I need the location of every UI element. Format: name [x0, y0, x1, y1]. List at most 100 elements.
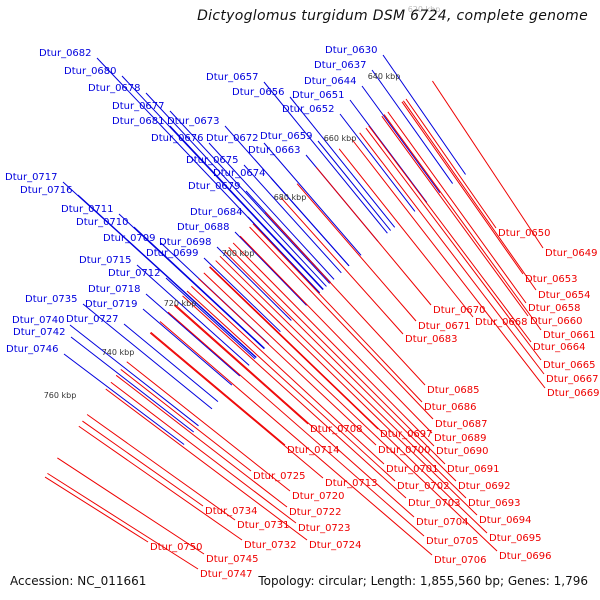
gene-label-reverse[interactable]: Dtur_0703: [408, 498, 461, 509]
gene-label-forward[interactable]: Dtur_0735: [25, 294, 78, 305]
gene-label-reverse[interactable]: Dtur_0664: [533, 342, 586, 353]
gene-label-reverse[interactable]: Dtur_0731: [237, 520, 290, 531]
gene-label-reverse[interactable]: Dtur_0724: [309, 540, 362, 551]
gene-label-reverse[interactable]: Dtur_0713: [325, 478, 378, 489]
gene-label-forward[interactable]: Dtur_0659: [260, 131, 313, 142]
gene-label-reverse[interactable]: Dtur_0750: [150, 542, 203, 553]
gene-label-reverse[interactable]: Dtur_0700: [378, 445, 431, 456]
gene-label-forward[interactable]: Dtur_0680: [64, 66, 117, 77]
gene-label-reverse[interactable]: Dtur_0671: [418, 321, 471, 332]
leader-line: [203, 272, 498, 552]
leader-line: [44, 476, 149, 543]
gene-label-reverse[interactable]: Dtur_0720: [292, 491, 345, 502]
leader-line: [383, 114, 542, 331]
gene-label-reverse[interactable]: Dtur_0705: [426, 536, 479, 547]
gene-label-forward[interactable]: Dtur_0663: [248, 145, 301, 156]
gene-label-forward[interactable]: Dtur_0699: [146, 248, 199, 259]
gene-label-forward[interactable]: Dtur_0656: [232, 87, 285, 98]
gene-label-forward[interactable]: Dtur_0712: [108, 268, 161, 279]
gene-label-forward[interactable]: Dtur_0742: [13, 327, 66, 338]
gene-label-reverse[interactable]: Dtur_0660: [530, 316, 583, 327]
gene-label-reverse[interactable]: Dtur_0732: [244, 540, 297, 551]
gene-label-reverse[interactable]: Dtur_0661: [543, 330, 596, 341]
leader-line: [232, 242, 435, 447]
gene-label-reverse[interactable]: Dtur_0693: [468, 498, 521, 509]
gene-label-reverse[interactable]: Dtur_0697: [380, 429, 433, 440]
gene-label-reverse[interactable]: Dtur_0704: [416, 517, 469, 528]
gene-label-reverse[interactable]: Dtur_0692: [458, 481, 511, 492]
gene-label-reverse[interactable]: Dtur_0690: [436, 446, 489, 457]
gene-label-forward[interactable]: Dtur_0709: [103, 233, 156, 244]
gene-label-forward[interactable]: Dtur_0637: [314, 60, 367, 71]
gene-label-forward[interactable]: Dtur_0677: [112, 101, 165, 112]
gene-label-reverse[interactable]: Dtur_0725: [253, 471, 306, 482]
gene-label-reverse[interactable]: Dtur_0708: [310, 424, 363, 435]
gene-label-forward[interactable]: Dtur_0718: [88, 284, 141, 295]
gene-label-forward[interactable]: Dtur_0715: [79, 255, 132, 266]
leader-line: [121, 75, 324, 291]
gene-label-forward[interactable]: Dtur_0652: [282, 104, 335, 115]
gene-label-forward[interactable]: Dtur_0657: [206, 72, 259, 83]
gene-label-forward[interactable]: Dtur_0630: [325, 45, 378, 56]
gene-label-forward[interactable]: Dtur_0644: [304, 76, 357, 87]
gene-label-forward[interactable]: Dtur_0688: [177, 222, 230, 233]
gene-label-reverse[interactable]: Dtur_0653: [525, 274, 578, 285]
gene-label-forward[interactable]: Dtur_0678: [88, 83, 141, 94]
gene-label-forward[interactable]: Dtur_0679: [188, 181, 241, 192]
gene-label-forward[interactable]: Dtur_0717: [5, 172, 58, 183]
gene-label-reverse[interactable]: Dtur_0669: [547, 388, 600, 399]
leader-line: [224, 251, 457, 482]
gene-label-forward[interactable]: Dtur_0676: [151, 133, 204, 144]
gene-label-reverse[interactable]: Dtur_0650: [498, 228, 551, 239]
gene-label-forward[interactable]: Dtur_0674: [213, 168, 266, 179]
gene-label-reverse[interactable]: Dtur_0683: [405, 334, 458, 345]
gene-label-forward[interactable]: Dtur_0684: [190, 207, 243, 218]
gene-label-forward[interactable]: Dtur_0672: [206, 133, 259, 144]
gene-label-reverse[interactable]: Dtur_0670: [433, 305, 486, 316]
gene-label-forward[interactable]: Dtur_0746: [6, 344, 59, 355]
gene-label-reverse[interactable]: Dtur_0695: [489, 533, 542, 544]
gene-label-forward[interactable]: Dtur_0710: [76, 217, 129, 228]
gene-label-reverse[interactable]: Dtur_0668: [475, 317, 528, 328]
gene-label-reverse[interactable]: Dtur_0654: [538, 290, 591, 301]
gene-label-reverse[interactable]: Dtur_0701: [386, 464, 439, 475]
leader-line: [149, 332, 324, 479]
leader-line: [133, 226, 265, 349]
gene-label-reverse[interactable]: Dtur_0667: [546, 374, 599, 385]
gene-label-reverse[interactable]: Dtur_0665: [543, 360, 596, 371]
gene-label-reverse[interactable]: Dtur_0722: [289, 507, 342, 518]
gene-label-forward[interactable]: Dtur_0727: [66, 314, 119, 325]
gene-label-reverse[interactable]: Dtur_0723: [298, 523, 351, 534]
gene-label-reverse[interactable]: Dtur_0687: [435, 419, 488, 430]
gene-label-forward[interactable]: Dtur_0740: [12, 315, 65, 326]
gene-label-reverse[interactable]: Dtur_0706: [434, 555, 487, 566]
gene-label-forward[interactable]: Dtur_0716: [20, 185, 73, 196]
gene-label-forward[interactable]: Dtur_0698: [159, 237, 212, 248]
leader-line: [77, 194, 257, 358]
gene-label-forward[interactable]: Dtur_0682: [39, 48, 92, 59]
gene-label-forward[interactable]: Dtur_0719: [85, 299, 138, 310]
tick-label: 740 kbp: [102, 348, 135, 357]
label-leader-lines: [44, 54, 546, 570]
leader-line: [70, 336, 195, 433]
gene-label-forward[interactable]: Dtur_0651: [292, 90, 345, 101]
gene-label-reverse[interactable]: Dtur_0745: [206, 554, 259, 565]
gene-label-reverse[interactable]: Dtur_0734: [205, 506, 258, 517]
gene-label-reverse[interactable]: Dtur_0691: [447, 464, 500, 475]
gene-label-reverse[interactable]: Dtur_0685: [427, 385, 480, 396]
gene-label-reverse[interactable]: Dtur_0714: [287, 445, 340, 456]
gene-label-forward[interactable]: Dtur_0675: [186, 155, 239, 166]
gene-label-reverse[interactable]: Dtur_0689: [434, 433, 487, 444]
tick-label: 620 kbp: [408, 5, 441, 14]
gene-label-reverse[interactable]: Dtur_0686: [424, 402, 477, 413]
gene-label-reverse[interactable]: Dtur_0702: [397, 481, 450, 492]
gene-label-reverse[interactable]: Dtur_0696: [499, 551, 552, 562]
gene-label-reverse[interactable]: Dtur_0649: [545, 248, 598, 259]
gene-label-forward[interactable]: Dtur_0673: [167, 116, 220, 127]
gene-label-reverse[interactable]: Dtur_0747: [200, 569, 253, 580]
gene-label-reverse[interactable]: Dtur_0658: [528, 303, 581, 314]
gene-label-forward[interactable]: Dtur_0711: [61, 204, 114, 215]
gene-label-reverse[interactable]: Dtur_0694: [479, 515, 532, 526]
leader-line: [239, 235, 433, 434]
gene-label-forward[interactable]: Dtur_0681: [112, 116, 165, 127]
